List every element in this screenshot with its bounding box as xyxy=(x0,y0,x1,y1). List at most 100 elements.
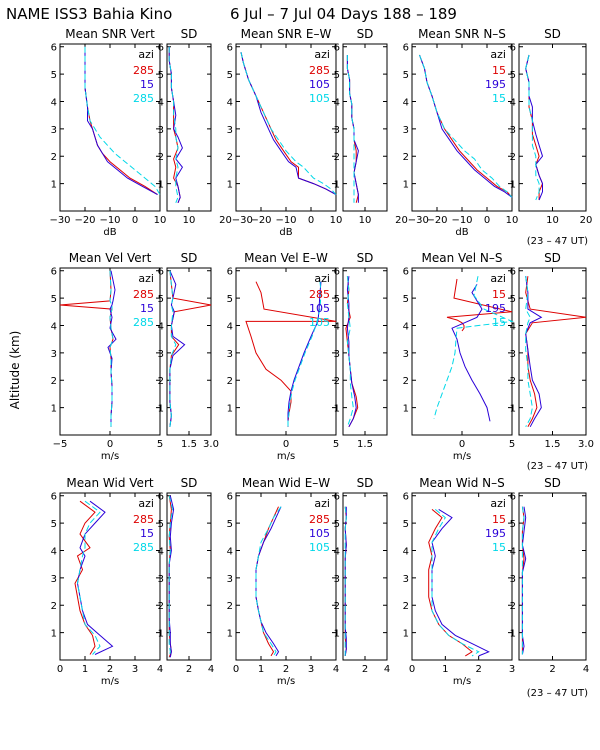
y-axis-label: Altitude (km) xyxy=(8,331,22,410)
panel-frame xyxy=(518,43,587,212)
series-line-blue xyxy=(287,281,322,427)
y-tick-label: 3 xyxy=(51,125,57,136)
y-tick-label: 6 xyxy=(334,492,340,503)
panel-frame xyxy=(342,43,388,212)
series-line-blue xyxy=(346,276,357,428)
series-line-red xyxy=(255,506,279,657)
y-tick-label: 1 xyxy=(51,404,57,415)
panel-frame xyxy=(518,267,587,436)
x-tick-label: −30 xyxy=(49,215,70,226)
legend-entry-cyan: 105 xyxy=(309,541,330,554)
y-tick-label: 5 xyxy=(158,519,164,530)
x-tick-label: 0 xyxy=(107,439,113,450)
panel-title: SD xyxy=(181,476,198,490)
y-tick-label: 6 xyxy=(510,43,516,54)
y-tick-label: 3 xyxy=(227,125,233,136)
legend-entry-cyan: 285 xyxy=(133,92,154,105)
x-tick-label: 2 xyxy=(475,664,481,675)
x-tick-label: 3.0 xyxy=(578,439,594,450)
panel-13: SD 1 2 3 4 5 6 2 4 xyxy=(158,476,215,675)
series-line-cyan xyxy=(168,495,174,658)
panel-frame xyxy=(342,492,388,661)
y-tick-label: 6 xyxy=(403,43,409,54)
y-tick-label: 4 xyxy=(403,321,409,332)
y-tick-label: 1 xyxy=(227,180,233,191)
legend-entry-red: 285 xyxy=(133,513,154,526)
series-line-red xyxy=(59,270,114,427)
x-axis-label: dB xyxy=(279,227,292,238)
x-axis-label: m/s xyxy=(101,676,119,687)
y-tick-label: 4 xyxy=(227,321,233,332)
panel-title: Mean Vel Vert xyxy=(69,251,152,265)
x-tick-label: −10 xyxy=(451,215,472,226)
series-line-cyan xyxy=(168,46,179,203)
series-line-blue xyxy=(525,276,543,428)
y-tick-label: 1 xyxy=(227,629,233,640)
y-tick-label: 1 xyxy=(334,404,340,415)
time-note-row-2: (23 – 47 UT) xyxy=(527,461,588,472)
y-tick-label: 3 xyxy=(158,349,164,360)
y-tick-label: 3 xyxy=(158,125,164,136)
y-tick-label: 2 xyxy=(158,152,164,163)
x-tick-label: 20−30 xyxy=(395,215,429,226)
series-line-cyan xyxy=(84,46,161,195)
x-tick-label: 10 xyxy=(546,215,559,226)
y-tick-label: 4 xyxy=(158,546,164,557)
y-tick-label: 4 xyxy=(403,97,409,108)
legend-header: azi xyxy=(138,272,154,285)
legend-entry-cyan: 285 xyxy=(133,316,154,329)
y-tick-label: 2 xyxy=(510,376,516,387)
series-line-blue xyxy=(431,508,490,657)
legend-entry-blue: 105 xyxy=(309,78,330,91)
series-line-blue xyxy=(525,54,544,201)
x-tick-label: 3 xyxy=(132,664,138,675)
y-tick-label: 5 xyxy=(51,294,57,305)
y-tick-label: 5 xyxy=(227,70,233,81)
panel-title: Mean Wid Vert xyxy=(66,476,153,490)
y-tick-label: 4 xyxy=(51,546,57,557)
x-tick-label: 3 xyxy=(509,664,515,675)
legend-header: azi xyxy=(138,48,154,61)
panel-15: SD 1 2 3 4 5 6 2 4 xyxy=(334,476,391,675)
x-tick-label: 5 xyxy=(157,439,163,450)
series-line-cyan xyxy=(525,276,533,428)
y-tick-label: 6 xyxy=(403,492,409,503)
panel-title: Mean Vel N–S xyxy=(422,251,503,265)
y-tick-label: 6 xyxy=(334,43,340,54)
y-tick-label: 5 xyxy=(403,519,409,530)
y-tick-label: 2 xyxy=(51,601,57,612)
y-tick-label: 1 xyxy=(510,629,516,640)
y-tick-label: 4 xyxy=(510,546,516,557)
x-tick-label: 4 xyxy=(384,664,390,675)
y-tick-label: 3 xyxy=(403,349,409,360)
y-tick-label: 1 xyxy=(510,180,516,191)
x-tick-label: 10 xyxy=(506,215,519,226)
legend-header: azi xyxy=(490,48,506,61)
series-line-blue xyxy=(107,270,117,427)
y-tick-label: 2 xyxy=(158,376,164,387)
x-tick-label: 5 xyxy=(333,439,339,450)
y-tick-label: 2 xyxy=(510,152,516,163)
x-tick-label: 0 xyxy=(409,664,415,675)
panel-frame xyxy=(518,492,587,661)
y-tick-label: 6 xyxy=(158,43,164,54)
panel-5: SD 1 2 3 4 5 6 10 20 xyxy=(510,27,593,226)
x-tick-label: 20 xyxy=(580,215,593,226)
legend-entry-cyan: 15 xyxy=(492,316,506,329)
panel-title: SD xyxy=(181,27,198,41)
panel-title: SD xyxy=(544,27,561,41)
x-tick-label: 1.5 xyxy=(545,439,561,450)
x-tick-label: 3 xyxy=(308,664,314,675)
x-tick-label: 10 xyxy=(154,215,167,226)
legend-entry-blue: 195 xyxy=(485,527,506,540)
y-tick-label: 3 xyxy=(158,574,164,585)
panel-title: Mean SNR N–S xyxy=(418,27,506,41)
x-tick-label: 10 xyxy=(330,215,343,226)
series-line-cyan xyxy=(419,54,513,198)
series-line-cyan xyxy=(346,276,354,427)
legend-header: azi xyxy=(138,497,154,510)
series-line-cyan xyxy=(109,270,114,427)
